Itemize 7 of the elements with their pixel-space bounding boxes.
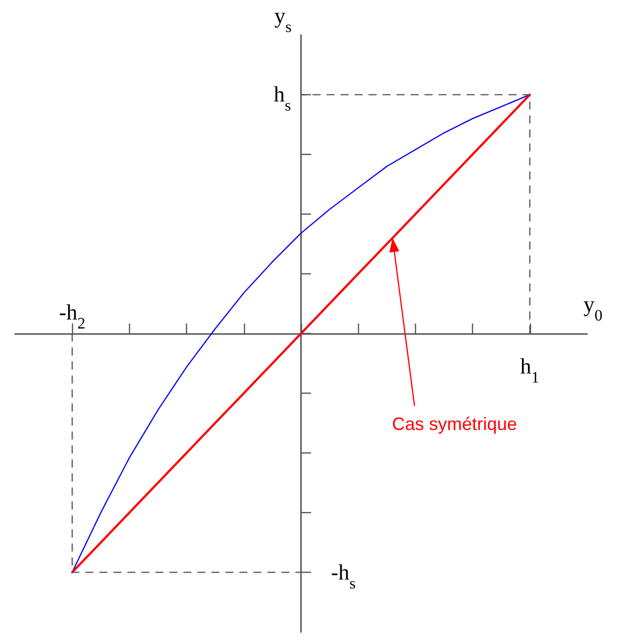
annotation: Cas symétrique — [392, 414, 518, 434]
annotation: -h$_{2}$ — [59, 300, 86, 332]
y-axis-title: y$_{s}$ — [274, 3, 292, 36]
annotation: h$_{s}$ — [274, 82, 291, 114]
annotation: -h$_{s}$ — [331, 559, 356, 592]
annotation: h$_{1}$ — [520, 354, 540, 386]
x-axis-title: y$_{0}$ — [584, 292, 602, 324]
